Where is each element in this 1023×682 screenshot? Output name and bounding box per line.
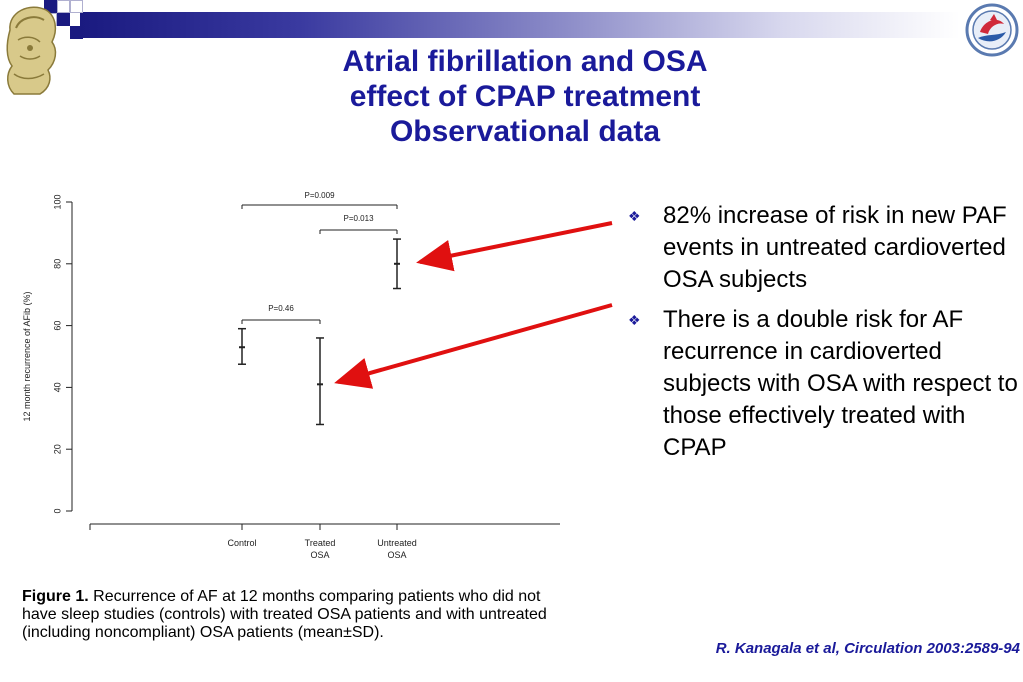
header-gradient-bar <box>80 12 960 38</box>
header-bar <box>0 0 1023 42</box>
p-value-label: P=0.009 <box>304 191 335 200</box>
title-line: Observational data <box>389 115 661 148</box>
x-tick-label: Control <box>227 538 256 548</box>
header-square <box>44 0 57 13</box>
diamond-bullet-icon: ❖ <box>628 208 641 224</box>
title-line: effect of CPAP treatment <box>349 80 701 113</box>
header-square <box>70 0 83 13</box>
y-tick-label: 0 <box>52 508 62 513</box>
figure-caption: Figure 1. Recurrence of AF at 12 months … <box>22 588 562 642</box>
caption-text: Recurrence of AF at 12 months comparing … <box>22 588 547 641</box>
title-line: Atrial fibrillation and OSA <box>342 45 708 78</box>
caption-label: Figure 1. <box>22 588 89 605</box>
header-square <box>70 26 83 39</box>
x-tick-label: Untreated <box>377 538 417 548</box>
citation: R. Kanagala et al, Circulation 2003:2589… <box>715 640 1020 657</box>
slide-title: Atrial fibrillation and OSA effect of CP… <box>240 44 810 149</box>
diamond-bullet-icon: ❖ <box>628 312 641 328</box>
y-tick-label: 80 <box>52 259 62 269</box>
bullet-item: ❖ 82% increase of risk in new PAF events… <box>628 200 1020 296</box>
y-tick-label: 60 <box>52 321 62 331</box>
header-square <box>57 0 70 13</box>
p-value-label: P=0.013 <box>343 214 374 223</box>
bullet-item: ❖ There is a double risk for AF recurren… <box>628 304 1020 464</box>
bullet-text: 82% increase of risk in new PAF events i… <box>663 202 1007 293</box>
society-emblem-icon <box>965 3 1019 57</box>
x-tick-label: OSA <box>387 550 406 560</box>
bullet-text: There is a double risk for AF recurrence… <box>663 306 1018 461</box>
x-tick-label: Treated <box>305 538 336 548</box>
p-value-label: P=0.46 <box>268 304 294 313</box>
af-recurrence-chart: 0 20 40 60 80 100 12 month recurrence of AFib … <box>22 191 560 560</box>
athena-helmet-logo-icon <box>6 6 57 95</box>
y-axis-label: 12 month recurrence of AFib (%) <box>22 291 32 421</box>
y-tick-label: 20 <box>52 444 62 454</box>
header-square <box>57 13 70 26</box>
y-tick-label: 100 <box>52 194 62 209</box>
bullet-list: ❖ 82% increase of risk in new PAF events… <box>628 200 1020 472</box>
x-tick-label: OSA <box>310 550 329 560</box>
y-tick-label: 40 <box>52 382 62 392</box>
